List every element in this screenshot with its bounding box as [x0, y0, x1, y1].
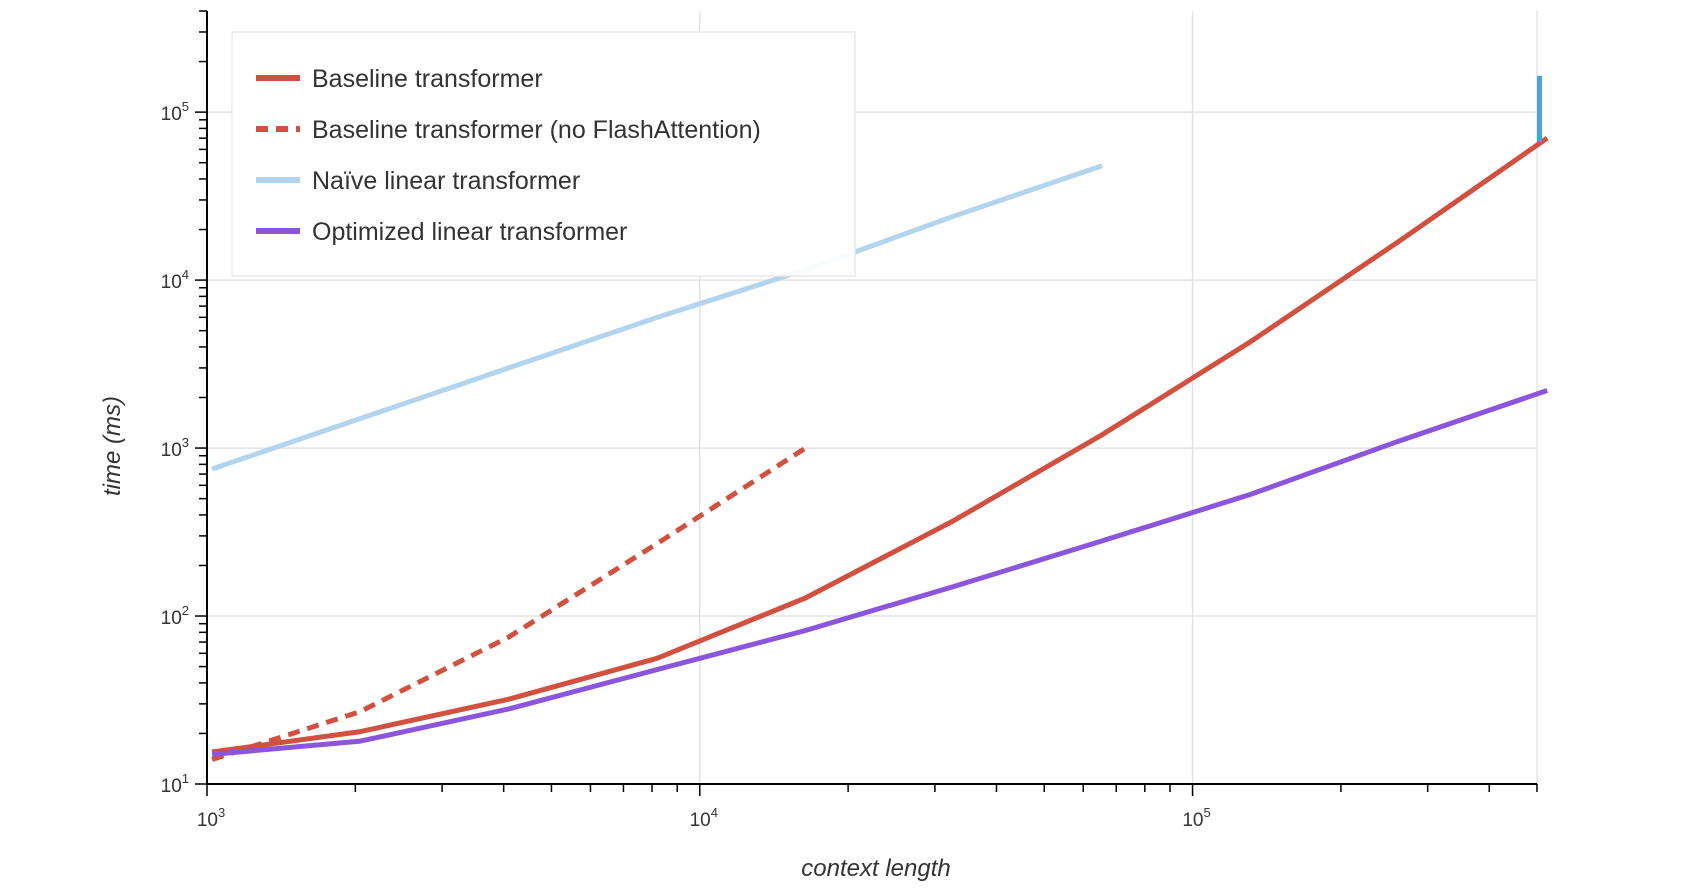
legend-label: Baseline transformer [312, 65, 543, 93]
legend-label: Baseline transformer (no FlashAttention) [312, 116, 761, 144]
x-axis-title: context length [801, 855, 950, 882]
series-line-optimized-linear-transformer [211, 388, 1549, 757]
series-line-baseline-transformer [211, 136, 1549, 755]
series-line-na-ve-linear-transformer [211, 163, 1103, 472]
series-line-baseline-transformer-no-flashattention [211, 445, 807, 762]
series-lines [211, 136, 1549, 762]
y-tick-label: 105 [161, 99, 189, 125]
legend-box [231, 31, 856, 277]
y-tick-label: 103 [161, 435, 189, 461]
x-tick-label: 104 [690, 805, 718, 831]
legend-label: Optimized linear transformer [312, 218, 627, 246]
y-tick-label: 104 [161, 267, 189, 293]
scroll-indicator[interactable] [1537, 76, 1542, 142]
legend-label: Naïve linear transformer [312, 167, 580, 195]
x-tick-label: 103 [197, 805, 225, 831]
y-tick-label: 102 [161, 603, 189, 629]
legend: Baseline transformer Baseline transformer… [231, 31, 856, 277]
x-tick-label: 105 [1182, 805, 1210, 831]
tick-labels: 103 104 105 101 102 103 104 105 [161, 99, 1211, 831]
axes [195, 10, 1538, 796]
y-axis-title: time (ms) [99, 396, 126, 496]
y-tick-label: 101 [161, 771, 189, 797]
